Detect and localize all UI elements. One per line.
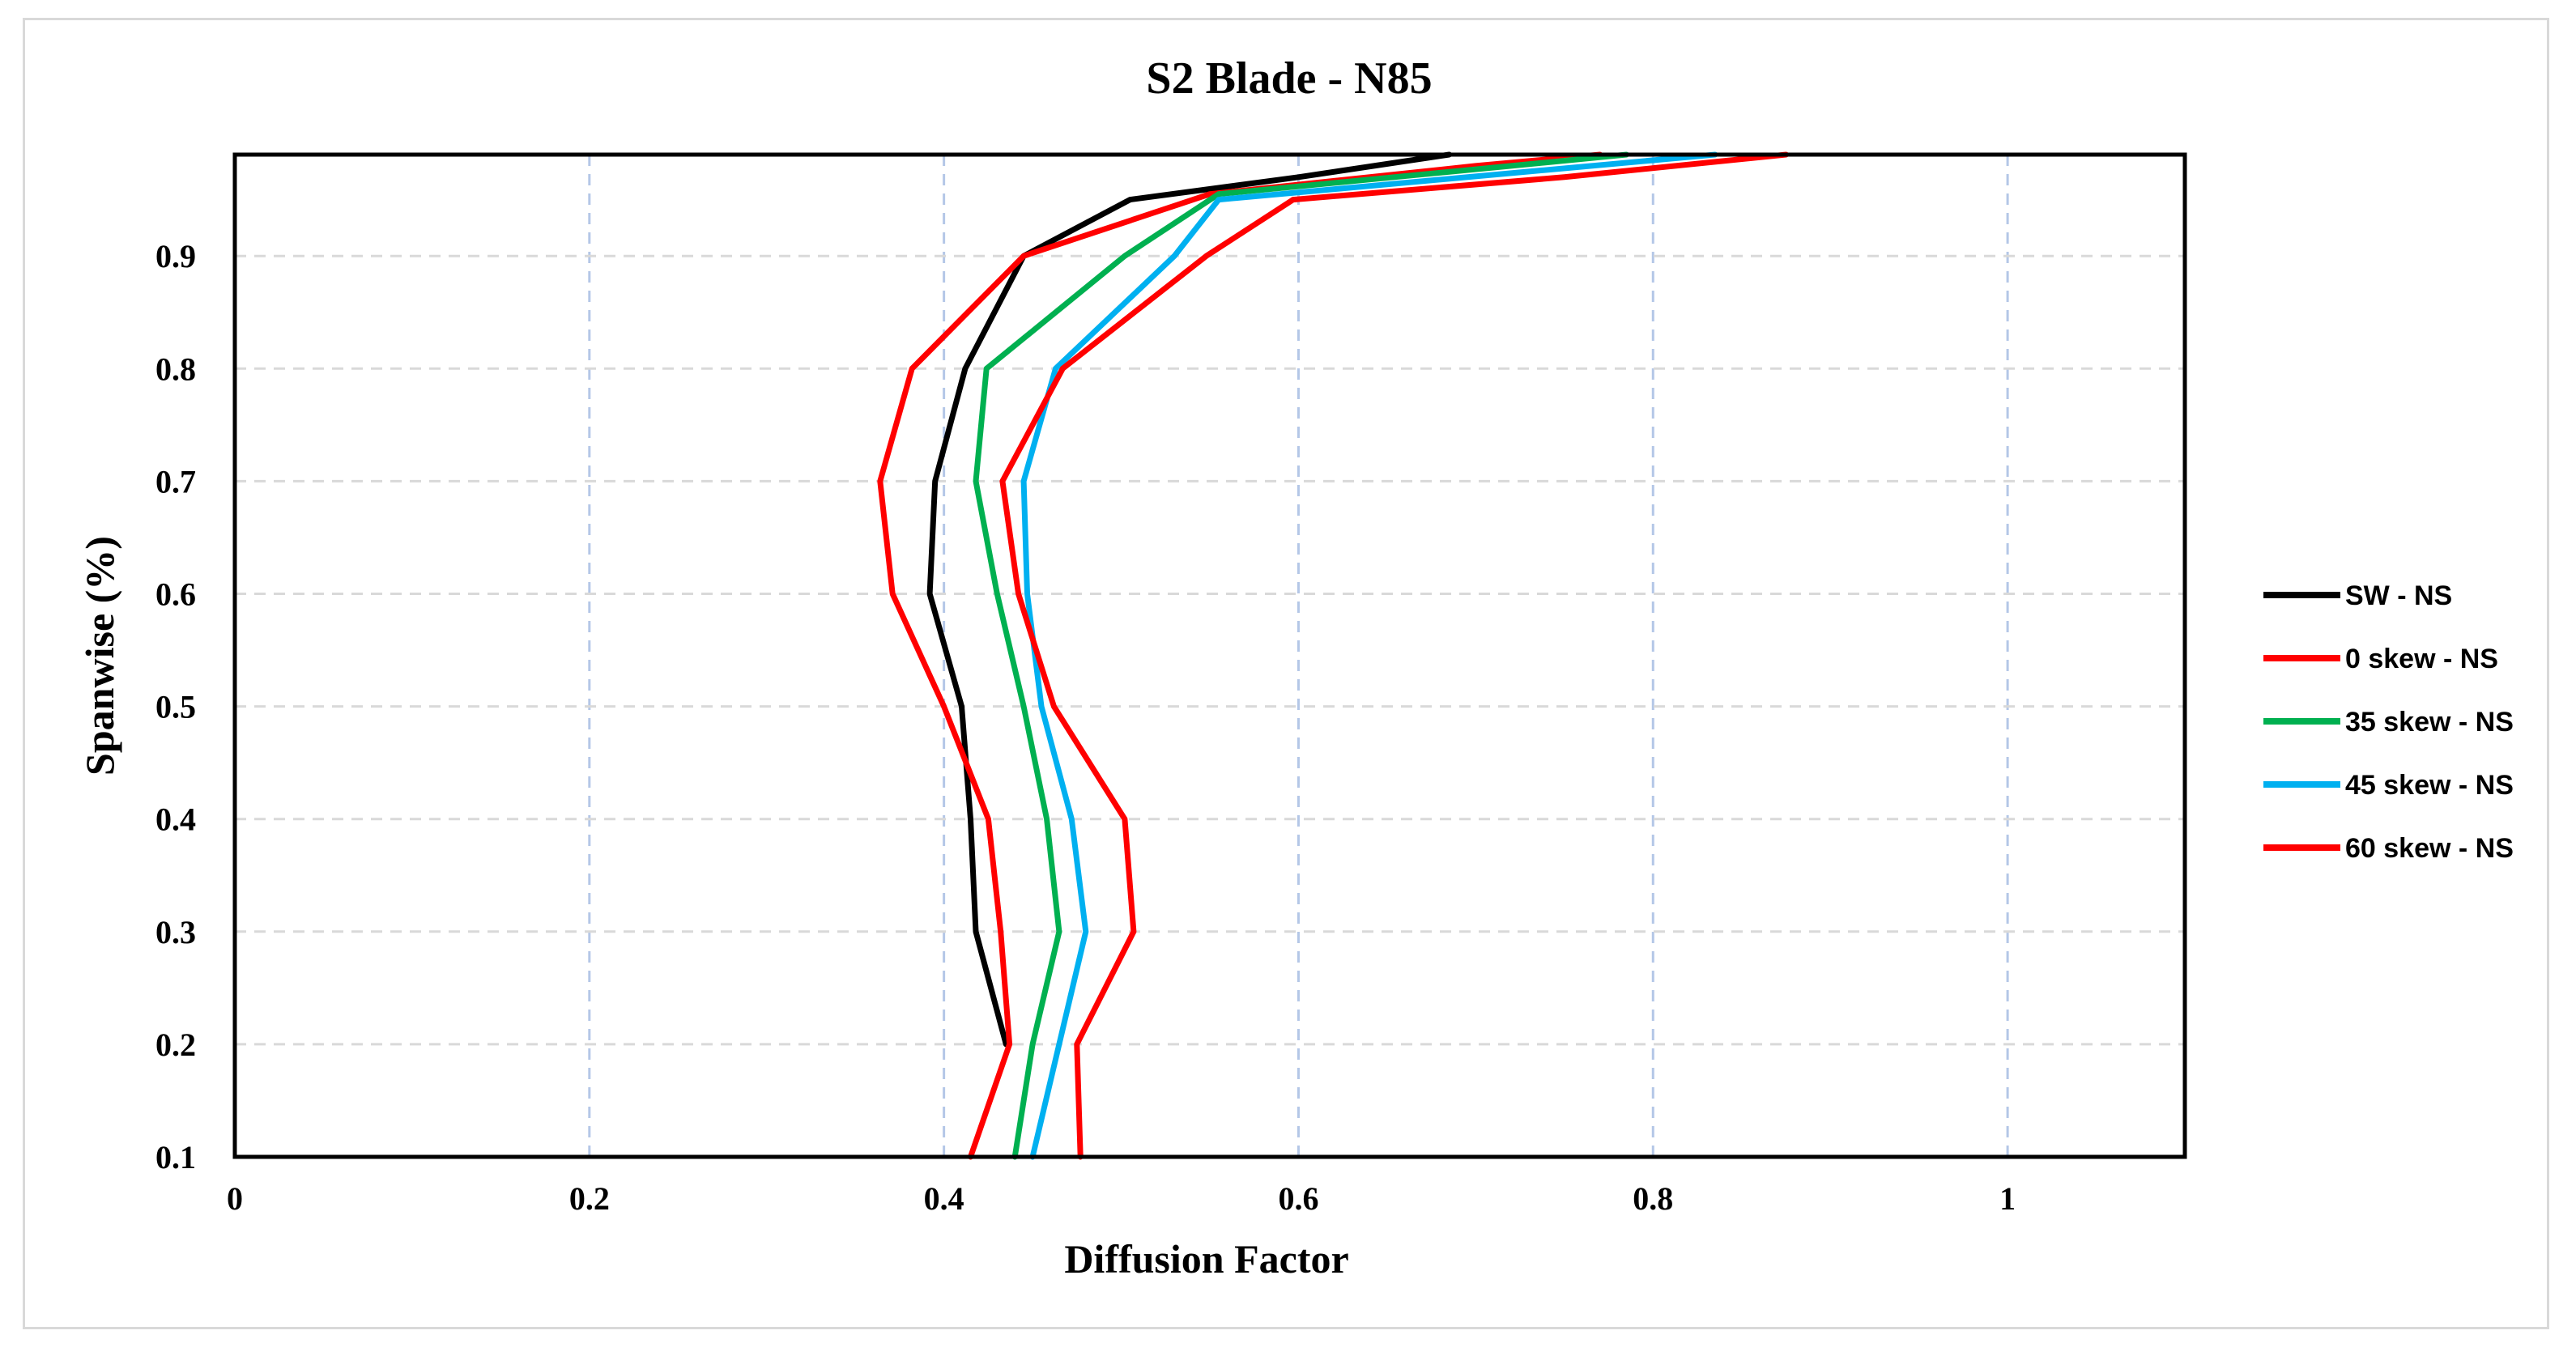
legend-label: SW - NS bbox=[2345, 580, 2452, 611]
x-tick-label: 0.2 bbox=[569, 1180, 610, 1217]
legend-label: 35 skew - NS bbox=[2345, 707, 2514, 738]
y-tick-label: 0.1 bbox=[155, 1139, 196, 1175]
x-tick-label: 1 bbox=[1999, 1180, 2016, 1217]
series-line-4 bbox=[1020, 151, 1718, 1160]
y-tick-label: 0.5 bbox=[155, 689, 196, 725]
chart-frame bbox=[23, 18, 2549, 1329]
y-tick-label: 0.2 bbox=[155, 1027, 196, 1063]
x-tick-label: 0 bbox=[227, 1180, 243, 1217]
series-line-2 bbox=[877, 151, 1603, 1160]
y-tick-label: 0.4 bbox=[155, 801, 196, 838]
plot-area-border bbox=[232, 152, 2187, 1159]
x-axis-title: Diffusion Factor bbox=[1064, 1236, 1348, 1282]
gridlines bbox=[235, 155, 2185, 1157]
y-tick-label: 0.7 bbox=[155, 463, 196, 499]
legend: SW - NS 0 skew - NS 35 skew - NS 45 skew - … bbox=[2263, 580, 2514, 864]
series-line-3 bbox=[973, 151, 1629, 1160]
y-tick-label: 0.8 bbox=[155, 351, 196, 387]
legend-label: 0 skew - NS bbox=[2345, 644, 2498, 674]
x-tick-label: 0.8 bbox=[1633, 1180, 1673, 1217]
x-tick-labels: 0 0.2 0.4 0.6 0.8 1 bbox=[227, 1180, 2016, 1217]
series-lines bbox=[877, 151, 1789, 1160]
y-axis-title: Spanwise (%) bbox=[77, 536, 122, 776]
legend-label: 60 skew - NS bbox=[2345, 833, 2514, 864]
x-tick-label: 0.6 bbox=[1278, 1180, 1318, 1217]
series-line-5 bbox=[999, 151, 1789, 1160]
y-tick-labels: 0.1 0.2 0.3 0.4 0.5 0.6 0.7 0.8 0.9 bbox=[155, 238, 196, 1175]
x-tick-label: 0.4 bbox=[924, 1180, 964, 1217]
y-tick-label: 0.9 bbox=[155, 238, 196, 274]
legend-label: 45 skew - NS bbox=[2345, 770, 2514, 801]
series-line-1 bbox=[926, 151, 1452, 1048]
chart-title: S2 Blade - N85 bbox=[1146, 53, 1432, 104]
y-tick-label: 0.3 bbox=[155, 914, 196, 950]
y-tick-label: 0.6 bbox=[155, 576, 196, 612]
